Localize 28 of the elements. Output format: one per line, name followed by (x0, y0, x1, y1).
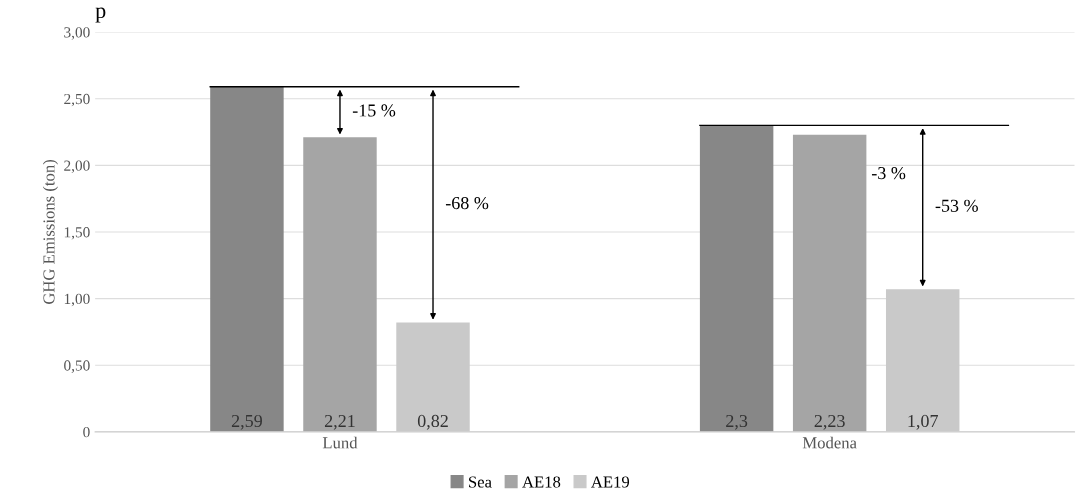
legend-label: AE19 (591, 476, 630, 488)
annotation: -53 % (935, 199, 978, 212)
x-tick-label: Lund (322, 436, 358, 449)
data-label: 2,21 (324, 414, 355, 430)
data-label: 0,82 (417, 414, 448, 430)
y-tick-label: 0 (83, 427, 90, 438)
data-label: 2,23 (814, 414, 845, 430)
y-tick-label: 0,50 (64, 360, 90, 373)
x-tick-label: Modena (802, 436, 857, 449)
y-axis-title: GHG Emissions (ton) (42, 160, 58, 304)
data-label: 2,59 (231, 414, 262, 430)
y-tick-label: 2,50 (64, 93, 90, 107)
annotation: -68 % (445, 196, 489, 210)
legend-label: AE18 (522, 476, 561, 488)
annotation: -3 % (871, 166, 906, 180)
y-tick-label: 1,00 (64, 293, 90, 307)
y-tick-label: 1,50 (64, 227, 90, 240)
bar (792, 134, 867, 432)
y-tick-label: 2,00 (64, 160, 90, 173)
bar (699, 125, 774, 432)
annotation: -15 % (352, 104, 396, 117)
chart-title: p (95, 7, 106, 23)
data-label: 2,3 (726, 414, 748, 430)
legend-label: Sea (469, 476, 492, 488)
data-label: 1,07 (908, 414, 938, 430)
bar (210, 86, 284, 432)
bar (303, 137, 377, 432)
y-tick-label: 3,00 (64, 27, 90, 40)
